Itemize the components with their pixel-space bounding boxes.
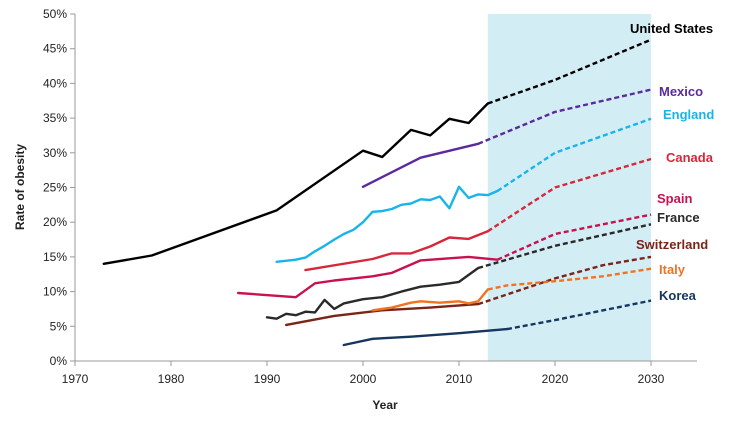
series-line-korea (342, 327, 509, 347)
y-tick-label: 15% (43, 250, 67, 264)
projection-region (487, 14, 651, 361)
series-label-united-states: United States (630, 21, 713, 36)
series-label-england: England (663, 107, 714, 122)
series-projection-united-states (487, 38, 652, 105)
series-projection-canada (487, 157, 652, 233)
y-tick-label: 25% (43, 181, 67, 195)
y-tick-label: 45% (43, 42, 67, 56)
y-tick-label: 20% (43, 215, 67, 229)
series-projection-england (496, 117, 652, 193)
series-label-canada: Canada (666, 150, 714, 165)
x-tick-label: 2000 (350, 372, 377, 386)
axes-layer: 0% 5% 10% 15% 20% 25% 30% 35% 40% 45% 50% 1970 1980 1… (43, 7, 697, 386)
series-line-united-states (102, 102, 489, 265)
y-tick-label: 40% (43, 76, 67, 90)
y-tick-label: 50% (43, 7, 67, 21)
y-tick-label: 35% (43, 111, 67, 125)
y-tick-label: 10% (43, 285, 67, 299)
series-line-mexico (361, 142, 480, 189)
y-tick-label: 5% (50, 319, 68, 333)
series-lines-layer (102, 38, 652, 347)
series-label-spain: Spain (657, 191, 692, 206)
series-projection-switzerland (477, 255, 652, 306)
series-projection-korea (506, 299, 652, 331)
y-axis-title: Rate of obesity (13, 144, 27, 230)
series-line-italy (371, 288, 489, 312)
series-projection-mexico (477, 88, 652, 145)
x-tick-label: 2010 (446, 372, 473, 386)
series-line-spain (236, 255, 499, 299)
x-tick-label: 1990 (254, 372, 281, 386)
series-line-canada (304, 229, 489, 272)
x-tick-label: 2020 (542, 372, 569, 386)
projection-region-layer (487, 14, 651, 361)
x-tick-label: 2030 (638, 372, 665, 386)
series-label-mexico: Mexico (659, 84, 703, 99)
series-line-england (275, 185, 499, 263)
x-axis-title: Year (372, 398, 398, 412)
series-labels-layer: United States Mexico England Canada Spain Fra… (630, 21, 714, 303)
x-tick-label: 1980 (158, 372, 185, 386)
y-tick-label: 0% (50, 354, 68, 368)
series-projection-france (477, 223, 652, 270)
series-line-switzerland (285, 302, 480, 327)
series-label-italy: Italy (659, 262, 686, 277)
series-label-korea: Korea (659, 288, 697, 303)
series-projection-spain (496, 213, 652, 261)
series-label-switzerland: Switzerland (636, 237, 708, 252)
series-projection-italy (487, 267, 652, 291)
series-label-france: France (657, 210, 700, 225)
y-tick-label: 30% (43, 146, 67, 160)
series-line-france (265, 266, 480, 320)
x-tick-label: 1970 (62, 372, 89, 386)
